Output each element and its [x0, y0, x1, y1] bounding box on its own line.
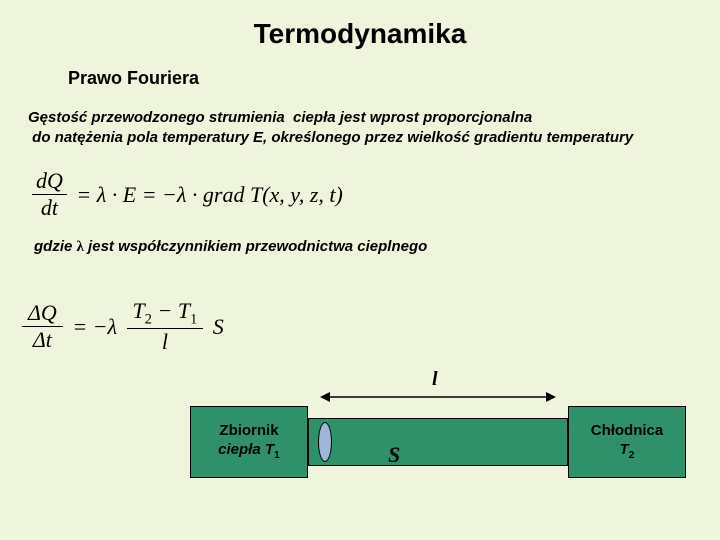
eq2-equals: = −λ [68, 314, 121, 340]
cooler-T: T [619, 441, 628, 458]
eq2-f1-num: ΔQ [22, 300, 63, 326]
eq2-minus: − [152, 298, 178, 323]
eq2-T2: T [133, 298, 145, 323]
length-arrow [320, 388, 556, 406]
eq2-fraction-1: ΔQ Δt [22, 300, 63, 353]
eq2-f2-num: T2 − T1 [127, 298, 204, 328]
length-label: l [432, 368, 438, 391]
cooler-line2: T2 [619, 441, 634, 462]
reservoir-T: T [265, 441, 274, 458]
para2-prefix: gdzie [34, 238, 77, 255]
description-paragraph-1: Gęstość przewodzonego strumienia ciepła … [28, 108, 633, 149]
equation-fourier-finite: ΔQ Δt = −λ T2 − T1 l S [22, 298, 228, 355]
reservoir-prefix: ciepła [218, 441, 265, 458]
page-title: Termodynamika [0, 18, 720, 50]
para1-line1: Gęstość przewodzonego strumienia ciepła … [28, 109, 532, 126]
description-paragraph-2: gdzie λ jest współczynnikiem przewodnict… [34, 238, 427, 256]
eq1-rhs: = λ · E = −λ · grad T(x, y, z, t) [72, 182, 346, 208]
lambda-symbol: λ [77, 239, 84, 255]
cooler-box: Chłodnica T2 [568, 406, 686, 478]
para2-suffix: jest współczynnikiem przewodnictwa ciepl… [84, 238, 427, 255]
area-label: S [388, 442, 400, 468]
rod-box [308, 418, 568, 466]
section-heading: Prawo Fouriera [68, 68, 199, 89]
cooler-T-sub: 2 [629, 449, 635, 461]
eq2-T2-sub: 2 [145, 311, 152, 327]
eq2-T1: T [178, 298, 190, 323]
reservoir-T-sub: 1 [274, 449, 280, 461]
equation-fourier-differential: dQ dt = λ · E = −λ · grad T(x, y, z, t) [32, 168, 347, 221]
heat-conduction-diagram: l Zbiornik ciepła T1 Chłodnica T2 S [190, 378, 700, 498]
eq2-S: S [209, 314, 228, 340]
eq1-numerator: dQ [32, 168, 67, 194]
cross-section-ellipse [318, 422, 332, 462]
eq2-fraction-2: T2 − T1 l [127, 298, 204, 355]
heat-reservoir-box: Zbiornik ciepła T1 [190, 406, 308, 478]
cooler-line1: Chłodnica [591, 422, 664, 441]
para1-line2: do natężenia pola temperatury E, określo… [28, 129, 633, 146]
eq2-f1-den: Δt [22, 327, 63, 353]
eq2-f2-den: l [127, 329, 204, 355]
reservoir-line1: Zbiornik [219, 422, 278, 441]
eq1-denominator: dt [32, 195, 67, 221]
eq2-T1-sub: 1 [190, 311, 197, 327]
reservoir-line2: ciepła T1 [218, 441, 280, 462]
eq1-fraction: dQ dt [32, 168, 67, 221]
